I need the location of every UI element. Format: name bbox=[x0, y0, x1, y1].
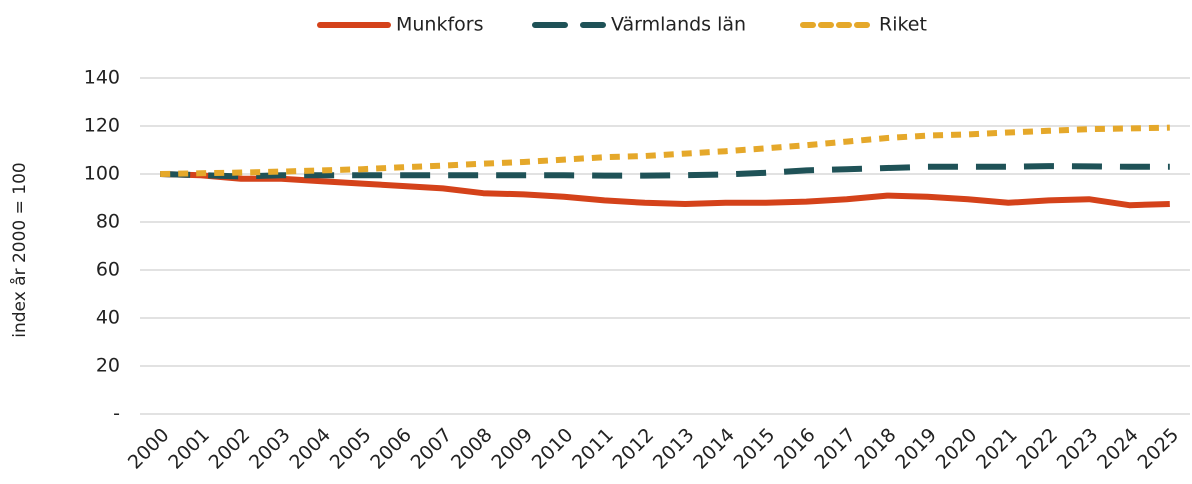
x-tick-label: 2005 bbox=[326, 424, 376, 474]
x-tick-label: 2012 bbox=[608, 424, 658, 474]
x-tick-label: 2010 bbox=[528, 424, 578, 474]
y-tick-label: 120 bbox=[84, 115, 120, 137]
y-axis-label: index år 2000 = 100 bbox=[9, 162, 30, 338]
x-tick-label: 2021 bbox=[972, 424, 1022, 474]
series-line bbox=[160, 171, 1170, 209]
legend-label: Riket bbox=[879, 14, 927, 36]
x-tick-label: 2013 bbox=[649, 424, 699, 474]
x-tick-label: 2020 bbox=[932, 424, 982, 474]
y-tick-label: 20 bbox=[96, 355, 120, 377]
x-tick-label: 2008 bbox=[447, 424, 497, 474]
x-tick-label: 2003 bbox=[245, 424, 295, 474]
y-tick-label: 40 bbox=[96, 307, 120, 329]
legend-label: Munkfors bbox=[396, 14, 484, 36]
x-tick-label: 2022 bbox=[1012, 424, 1062, 474]
x-tick-label: 2024 bbox=[1093, 424, 1143, 474]
y-tick-label: 80 bbox=[96, 211, 120, 233]
y-tick-label: 100 bbox=[84, 163, 120, 185]
series-line bbox=[160, 124, 1170, 177]
x-tick-label: 2015 bbox=[730, 424, 780, 474]
legend-label: Värmlands län bbox=[611, 14, 746, 36]
x-tick-label: 2004 bbox=[285, 424, 335, 474]
x-tick-label: 2019 bbox=[891, 424, 941, 474]
x-tick-label: 2006 bbox=[366, 424, 416, 474]
x-tick-label: 2016 bbox=[770, 424, 820, 474]
x-tick-label: 2001 bbox=[164, 424, 214, 474]
y-tick-label: - bbox=[113, 403, 120, 425]
x-tick-label: 2017 bbox=[810, 424, 860, 474]
x-tick-label: 2000 bbox=[124, 424, 174, 474]
x-tick-label: 2009 bbox=[487, 424, 537, 474]
series-line bbox=[160, 163, 1170, 180]
x-tick-label: 2011 bbox=[568, 424, 618, 474]
x-tick-label: 2014 bbox=[689, 424, 739, 474]
y-tick-label: 60 bbox=[96, 259, 120, 281]
x-tick-label: 2018 bbox=[851, 424, 901, 474]
x-tick-label: 2002 bbox=[205, 424, 255, 474]
x-tick-label: 2007 bbox=[407, 424, 457, 474]
x-tick-label: 2025 bbox=[1133, 424, 1183, 474]
y-tick-label: 140 bbox=[84, 67, 120, 89]
x-tick-label: 2023 bbox=[1053, 424, 1103, 474]
